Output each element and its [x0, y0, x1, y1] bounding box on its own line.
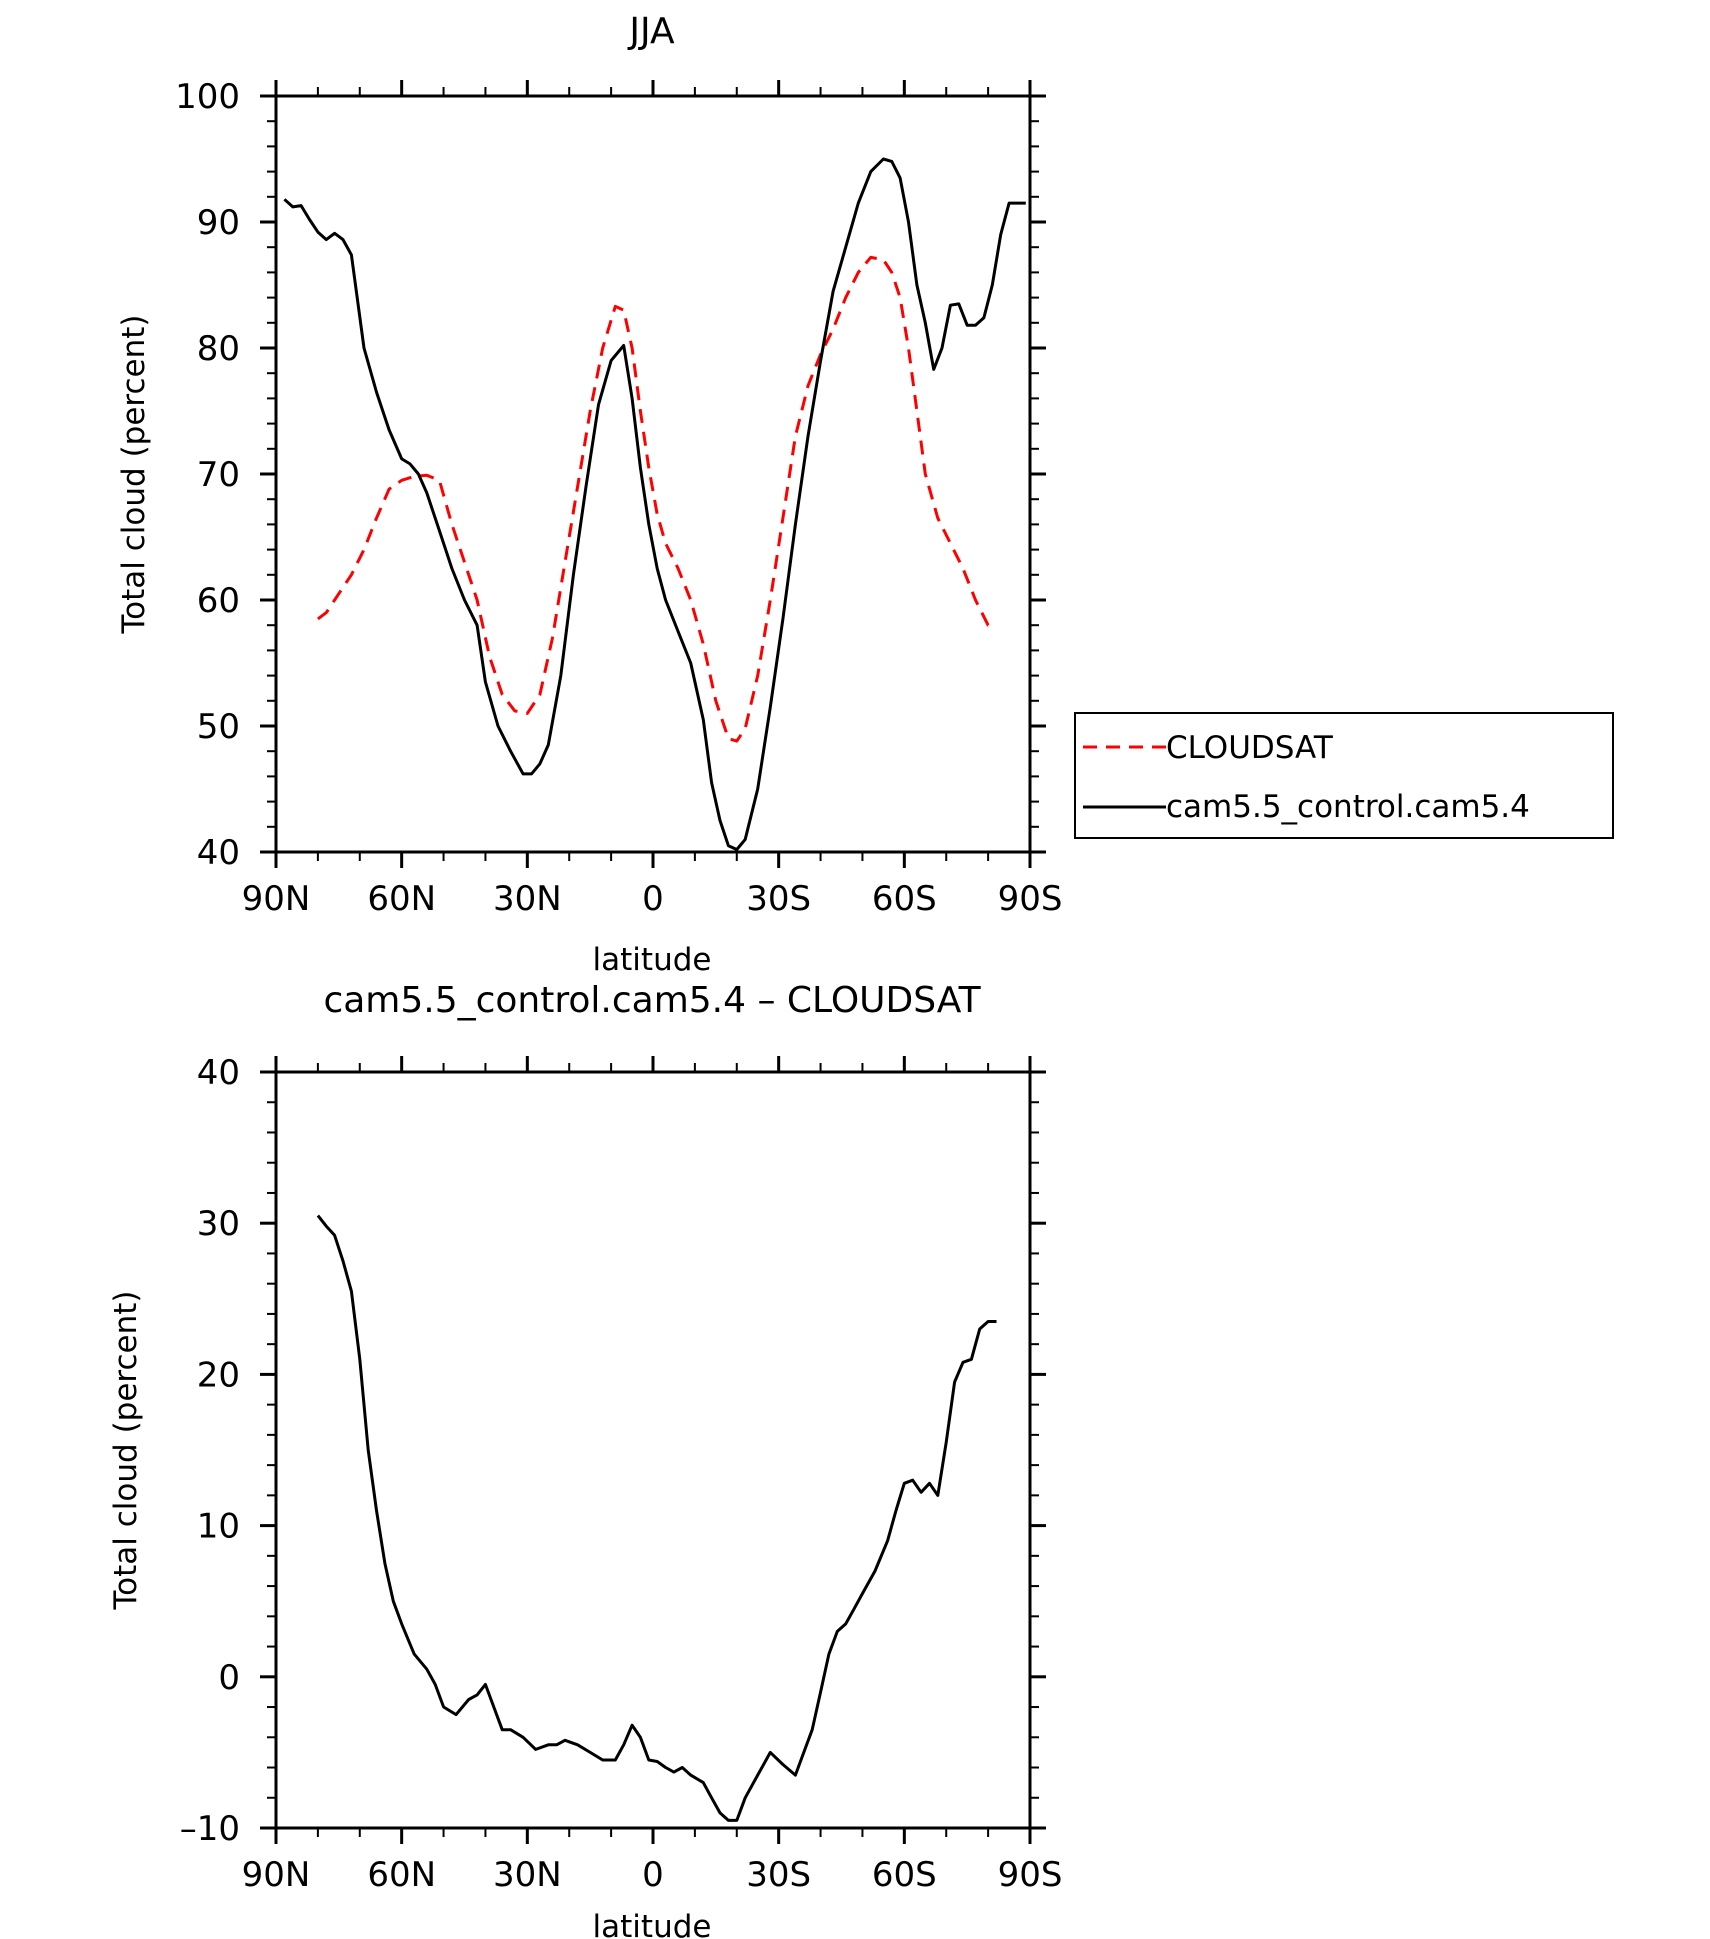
legend-box [1074, 712, 1614, 839]
y-tick-label: 50 [197, 707, 240, 747]
y-tick-label: –10 [180, 1809, 240, 1849]
x-tick-label: 0 [642, 1855, 664, 1895]
y-tick-label: 80 [197, 329, 240, 369]
top-x-axis-label: latitude [593, 942, 712, 978]
x-tick-label: 90S [998, 879, 1063, 919]
y-tick-label: 100 [175, 77, 240, 117]
legend-label-cloudsat: CLOUDSAT [1166, 730, 1334, 766]
top-plot-frame [274, 94, 1032, 854]
bottom-plot-frame [274, 1070, 1032, 1830]
x-tick-label: 30S [746, 1855, 811, 1895]
x-tick-label: 60S [872, 1855, 937, 1895]
bottom-chart-title: cam5.5_control.cam5.4 – CLOUDSAT [323, 980, 981, 1021]
top-legend: CLOUDSAT cam5.5_control.cam5.4 [1074, 712, 1614, 839]
y-tick-label: 30 [197, 1204, 240, 1244]
y-tick-label: 20 [197, 1355, 240, 1395]
x-tick-label: 90N [242, 1855, 311, 1895]
y-tick-label: 70 [197, 455, 240, 495]
series-line-cam5-5-control-cam5-4 [283, 157, 1026, 851]
y-tick-label: 40 [197, 1053, 240, 1093]
x-tick-label: 0 [642, 879, 664, 919]
y-tick-label: 40 [197, 833, 240, 873]
x-tick-label: 60S [872, 879, 937, 919]
y-tick-label: 60 [197, 581, 240, 621]
x-tick-label: 90N [242, 879, 311, 919]
top-axes: 90N 60N 30N 0 30S 60S 90S 40 50 60 70 80 90 100 [175, 77, 1062, 919]
bottom-x-axis-label: latitude [593, 1909, 712, 1939]
bottom-y-axis-label: Total cloud (percent) [108, 1291, 144, 1611]
top-chart-title: JJA [627, 11, 675, 52]
series-line-difference [316, 1214, 997, 1822]
bottom-series-lines [316, 1214, 997, 1822]
top-panel: JJA 90N 60N 30N 0 30S 60S 90S 40 50 60 70 80 90 100 l… [116, 11, 1614, 978]
y-tick-label: 90 [197, 203, 240, 243]
y-tick-label: 0 [218, 1658, 240, 1698]
x-tick-label: 60N [367, 1855, 436, 1895]
top-series-lines [283, 157, 1026, 851]
series-line-cloudsat [316, 255, 997, 743]
x-tick-label: 30N [493, 1855, 562, 1895]
x-tick-label: 30S [746, 879, 811, 919]
x-tick-label: 90S [998, 1855, 1063, 1895]
legend-label-model: cam5.5_control.cam5.4 [1166, 789, 1530, 825]
bottom-panel: cam5.5_control.cam5.4 – CLOUDSAT 90N 60N 3… [108, 980, 1062, 1939]
y-tick-label: 10 [197, 1507, 240, 1547]
bottom-axes: 90N 60N 30N 0 30S 60S 90S –10 0 10 20 30 40 [180, 1053, 1063, 1895]
x-tick-label: 30N [493, 879, 562, 919]
x-tick-label: 60N [367, 879, 436, 919]
top-y-axis-label: Total cloud (percent) [116, 315, 152, 635]
